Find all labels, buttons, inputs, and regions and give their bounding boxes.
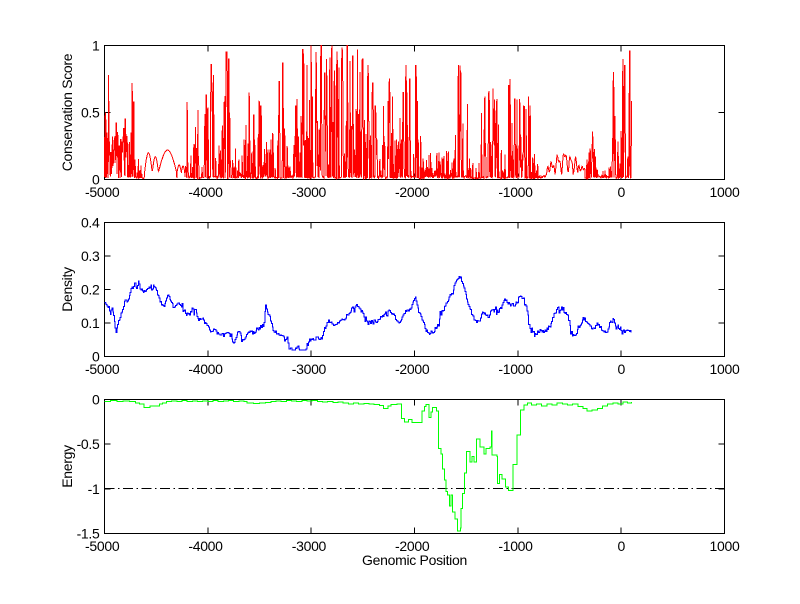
- svg-text:-1000: -1000: [498, 361, 533, 377]
- svg-text:-1000: -1000: [498, 184, 533, 200]
- svg-text:-3000: -3000: [292, 361, 327, 377]
- svg-text:-5000: -5000: [85, 538, 120, 554]
- svg-text:-2000: -2000: [395, 184, 430, 200]
- svg-text:-5000: -5000: [85, 361, 120, 377]
- svg-text:0: 0: [92, 349, 100, 365]
- svg-text:Genomic Position: Genomic Position: [362, 552, 467, 568]
- svg-text:0: 0: [92, 392, 100, 408]
- svg-text:0.1: 0.1: [81, 315, 100, 331]
- svg-text:-0.5: -0.5: [77, 436, 100, 452]
- svg-text:0.3: 0.3: [81, 248, 100, 264]
- svg-text:0: 0: [617, 361, 625, 377]
- svg-text:1000: 1000: [710, 538, 740, 554]
- svg-text:-4000: -4000: [188, 361, 223, 377]
- svg-text:-4000: -4000: [188, 184, 223, 200]
- svg-text:-2000: -2000: [395, 361, 430, 377]
- svg-text:Conservation Score: Conservation Score: [59, 53, 75, 171]
- svg-text:1: 1: [92, 38, 100, 54]
- svg-text:0: 0: [92, 172, 100, 188]
- svg-text:-5000: -5000: [85, 184, 120, 200]
- svg-text:0.4: 0.4: [81, 215, 100, 231]
- svg-text:-1: -1: [88, 481, 100, 497]
- svg-text:-2000: -2000: [395, 538, 430, 554]
- svg-text:-4000: -4000: [188, 538, 223, 554]
- svg-text:Density: Density: [59, 267, 75, 312]
- svg-text:-1.5: -1.5: [77, 526, 100, 542]
- svg-text:1000: 1000: [710, 184, 740, 200]
- svg-text:Energy: Energy: [59, 445, 75, 488]
- svg-text:1000: 1000: [710, 361, 740, 377]
- svg-text:0.5: 0.5: [81, 105, 100, 121]
- svg-text:0: 0: [617, 184, 625, 200]
- svg-text:-3000: -3000: [292, 184, 327, 200]
- svg-text:0.2: 0.2: [81, 282, 100, 298]
- svg-text:-1000: -1000: [498, 538, 533, 554]
- svg-text:0: 0: [617, 538, 625, 554]
- svg-text:-3000: -3000: [292, 538, 327, 554]
